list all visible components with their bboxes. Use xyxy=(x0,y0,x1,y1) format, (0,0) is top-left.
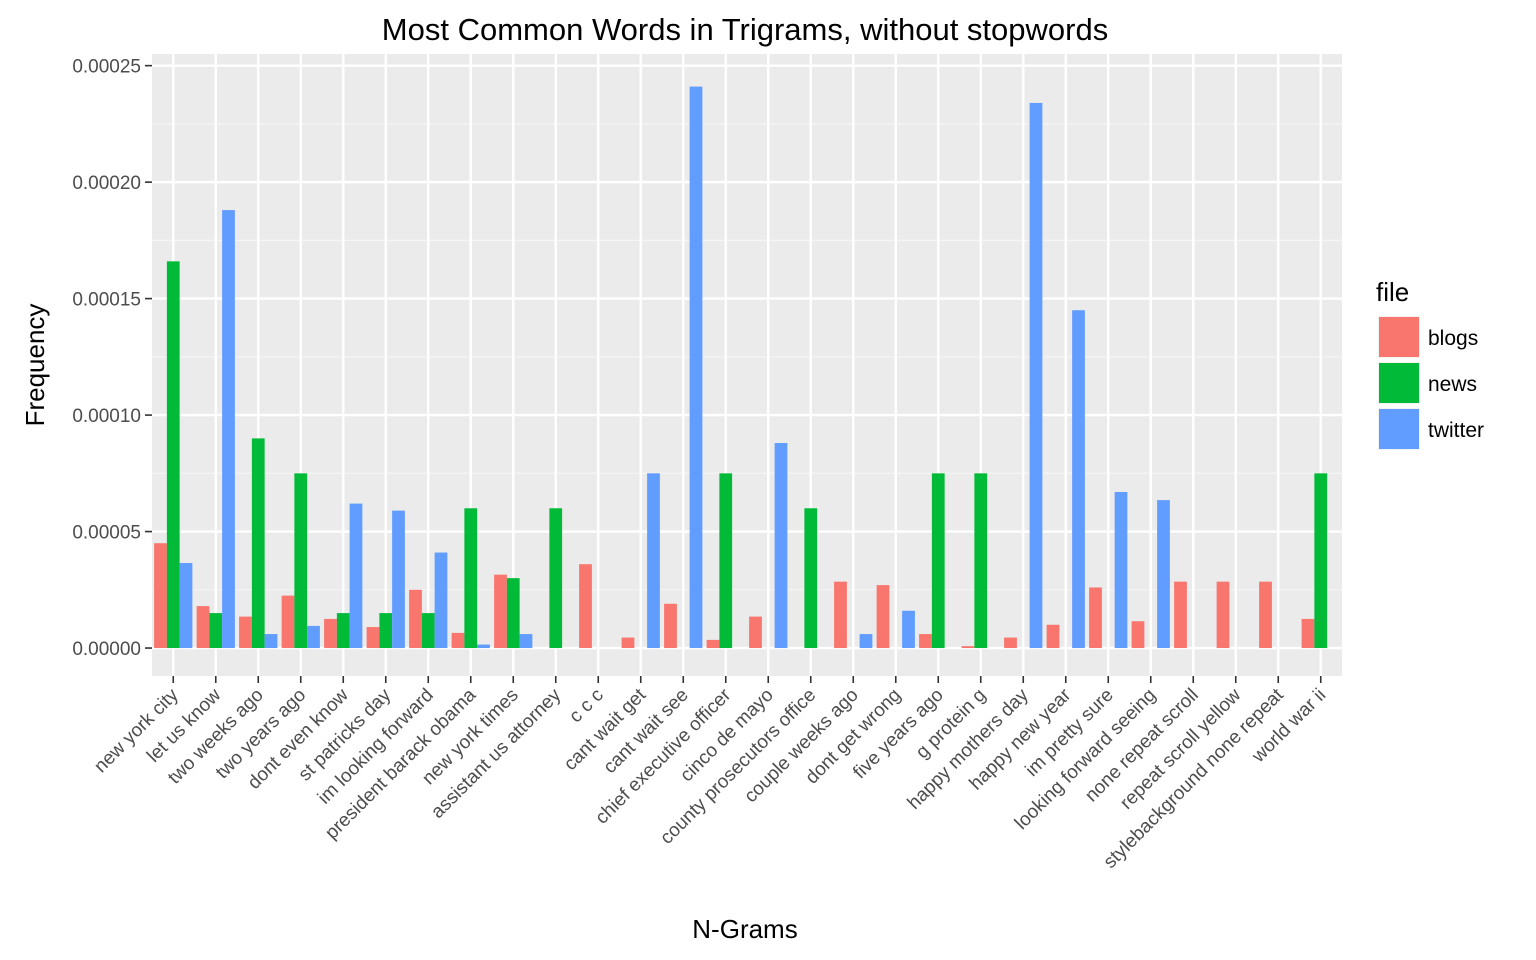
chart-title: Most Common Words in Trigrams, without s… xyxy=(382,12,1108,47)
bars xyxy=(154,86,1328,649)
bar-blogs xyxy=(1301,618,1315,649)
bar-news xyxy=(506,578,520,649)
bar-news xyxy=(421,613,435,649)
bar-twitter xyxy=(647,473,660,649)
bar-news xyxy=(464,508,478,649)
bar-news xyxy=(804,508,818,649)
bar-news xyxy=(251,438,265,649)
bar-blogs xyxy=(1216,581,1230,649)
bar-blogs xyxy=(961,646,975,649)
bar-blogs xyxy=(196,606,210,649)
bar-blogs xyxy=(1131,621,1145,649)
bar-blogs xyxy=(664,603,677,649)
bar-blogs xyxy=(1174,581,1187,649)
y-tick-label: 0.00010 xyxy=(72,406,141,427)
bar-twitter xyxy=(222,210,235,649)
bar-blogs xyxy=(834,581,847,649)
bar-blogs xyxy=(579,564,592,649)
bar-news xyxy=(1314,473,1328,649)
bar-twitter xyxy=(1157,500,1170,649)
bar-news xyxy=(336,613,350,649)
bar-blogs xyxy=(706,639,720,649)
legend-label-twitter: twitter xyxy=(1428,419,1484,442)
bar-twitter xyxy=(902,610,915,649)
bar-twitter xyxy=(264,634,278,649)
bar-blogs xyxy=(154,543,167,649)
bar-twitter xyxy=(519,634,533,649)
x-axis-title: N-Grams xyxy=(692,914,797,944)
legend-key-twitter xyxy=(1379,409,1419,449)
bar-twitter xyxy=(349,503,363,649)
bar-news xyxy=(209,613,223,649)
bar-twitter xyxy=(1072,310,1085,649)
y-tick-label: 0.00025 xyxy=(72,57,141,78)
legend-key-news xyxy=(1379,363,1419,403)
bar-blogs xyxy=(494,574,507,649)
bar-blogs xyxy=(1089,587,1102,649)
bar-twitter xyxy=(859,634,873,649)
bar-news xyxy=(719,473,733,649)
bar-news xyxy=(931,473,945,649)
bar-news xyxy=(974,473,988,649)
bar-blogs xyxy=(451,632,465,649)
bar-blogs xyxy=(281,595,295,649)
bar-blogs xyxy=(1046,624,1060,649)
bar-blogs xyxy=(1259,581,1272,649)
legend-label-blogs: blogs xyxy=(1428,327,1478,350)
y-tick-label: 0.00020 xyxy=(72,173,141,194)
y-axis: 0.00000 0.00005 0.00010 0.00015 0.00020 0.000… xyxy=(72,57,152,660)
bar-twitter xyxy=(179,563,193,649)
bar-twitter xyxy=(477,644,490,649)
bar-twitter xyxy=(307,625,320,649)
legend-key-blogs xyxy=(1379,317,1419,357)
y-tick-label: 0.00000 xyxy=(72,639,141,660)
y-tick-label: 0.00015 xyxy=(72,290,141,311)
bar-twitter xyxy=(1029,102,1043,649)
bar-blogs xyxy=(239,616,252,649)
major-gridlines xyxy=(152,54,1342,676)
y-tick-label: 0.00005 xyxy=(72,523,141,544)
bar-news xyxy=(549,508,563,649)
y-axis-title: Frequency xyxy=(20,304,50,427)
bar-blogs xyxy=(409,589,422,649)
legend-label-news: news xyxy=(1428,373,1477,396)
bar-blogs xyxy=(324,618,337,649)
bar-blogs xyxy=(366,627,380,649)
bar-blogs xyxy=(919,634,932,649)
bar-twitter xyxy=(1114,491,1128,649)
bar-news xyxy=(379,613,393,649)
bar-news xyxy=(294,473,308,649)
legend-title: file xyxy=(1376,277,1409,307)
bar-twitter xyxy=(434,552,448,649)
bar-twitter xyxy=(774,443,788,649)
bar-blogs xyxy=(621,637,635,649)
legend: file blogs news twitter xyxy=(1376,277,1484,450)
bar-twitter xyxy=(689,86,703,649)
bar-blogs xyxy=(876,585,890,649)
bar-blogs xyxy=(1004,637,1017,649)
bar-twitter xyxy=(392,510,405,649)
bar-blogs xyxy=(749,616,762,649)
bar-news xyxy=(166,261,180,649)
